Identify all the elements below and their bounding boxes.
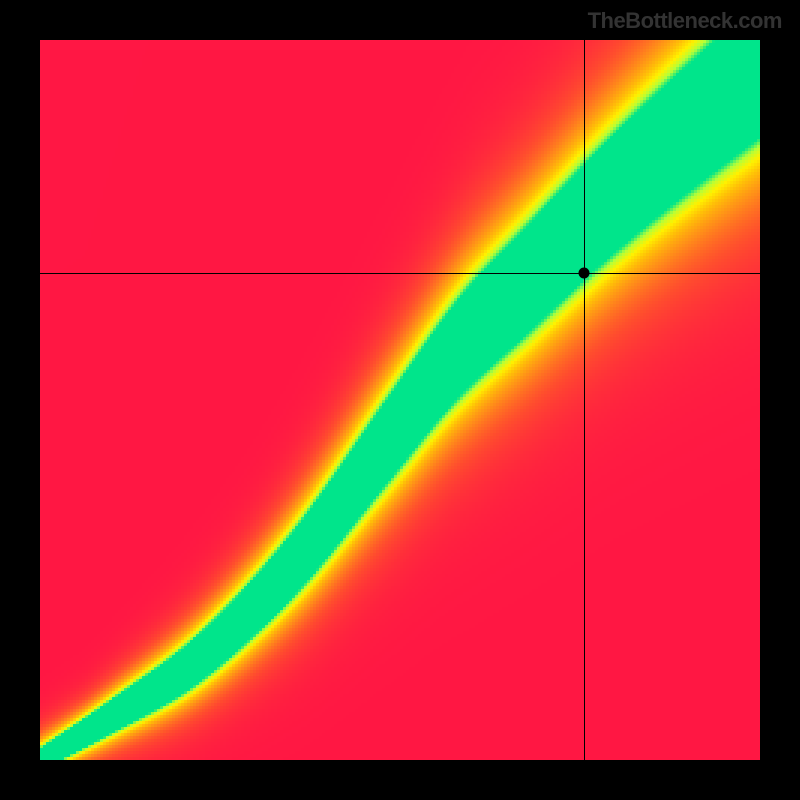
crosshair-vertical [584,40,585,760]
heatmap-canvas [40,40,760,760]
chart-container: TheBottleneck.com [0,0,800,800]
crosshair-marker [578,267,589,278]
crosshair-horizontal [40,273,760,274]
watermark-text: TheBottleneck.com [588,8,782,34]
plot-area [40,40,760,760]
